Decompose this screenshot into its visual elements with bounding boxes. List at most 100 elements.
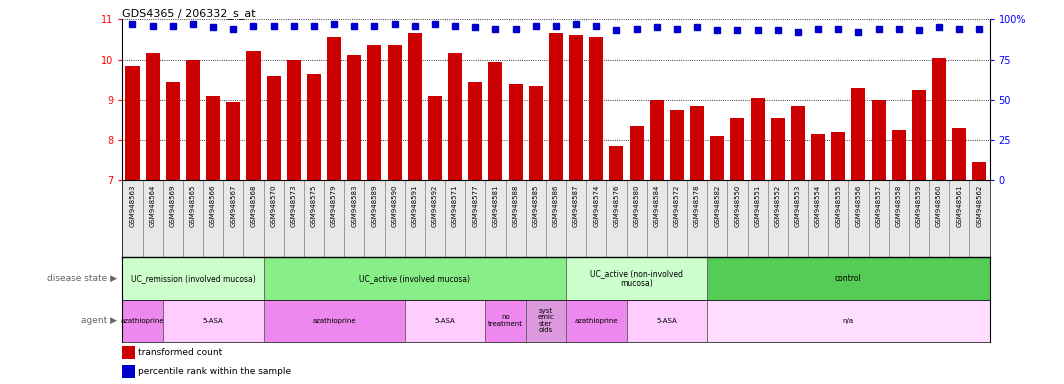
Text: UC_remission (involved mucosa): UC_remission (involved mucosa) (131, 274, 255, 283)
Text: GSM948583: GSM948583 (351, 184, 358, 227)
Bar (126, 66, 139, 180)
Bar (606, 180, 627, 257)
Bar (408, 33, 421, 180)
Text: GSM948553: GSM948553 (795, 184, 801, 227)
Text: GSM948578: GSM948578 (694, 184, 700, 227)
Bar (529, 86, 543, 180)
Text: GSM948565: GSM948565 (190, 184, 196, 227)
Text: GSM948592: GSM948592 (432, 184, 438, 227)
Bar (932, 58, 946, 180)
Bar (425, 180, 445, 257)
Bar (728, 180, 748, 257)
Bar (750, 98, 765, 180)
Bar (687, 180, 708, 257)
Bar (122, 257, 264, 300)
Bar (952, 128, 966, 180)
Bar (244, 180, 264, 257)
Text: no
treatment: no treatment (488, 314, 523, 327)
Bar (730, 118, 745, 180)
Text: GSM948580: GSM948580 (633, 184, 639, 227)
Text: GSM948585: GSM948585 (533, 184, 538, 227)
Bar (465, 180, 485, 257)
Bar (505, 180, 526, 257)
Bar (304, 180, 325, 257)
Bar (384, 180, 404, 257)
Bar (448, 53, 462, 180)
Bar (445, 180, 465, 257)
Bar (344, 180, 364, 257)
Text: GSM948573: GSM948573 (290, 184, 297, 227)
Text: GSM948586: GSM948586 (553, 184, 559, 227)
Bar (848, 180, 868, 257)
Bar (428, 96, 442, 180)
Text: 5-ASA: 5-ASA (435, 318, 455, 324)
Text: GSM948589: GSM948589 (371, 184, 378, 227)
Bar (549, 33, 563, 180)
Bar (143, 180, 163, 257)
Text: GSM948556: GSM948556 (855, 184, 862, 227)
Text: GSM948566: GSM948566 (210, 184, 216, 227)
Text: GSM948561: GSM948561 (957, 184, 962, 227)
Bar (203, 180, 223, 257)
Bar (546, 180, 566, 257)
Bar (566, 300, 627, 342)
Bar (667, 180, 687, 257)
Bar (770, 118, 785, 180)
Bar (630, 126, 644, 180)
Bar (708, 180, 728, 257)
Text: GSM948579: GSM948579 (331, 184, 337, 227)
Bar (909, 180, 929, 257)
Bar (347, 56, 362, 180)
Bar (122, 300, 163, 342)
Bar (627, 180, 647, 257)
Bar (468, 82, 482, 180)
Bar (708, 257, 990, 300)
Text: azathioprine: azathioprine (313, 318, 356, 324)
Bar (912, 90, 926, 180)
Bar (566, 257, 708, 300)
Text: 5-ASA: 5-ASA (656, 318, 677, 324)
Bar (404, 300, 485, 342)
Text: n/a: n/a (843, 318, 854, 324)
Bar (768, 180, 787, 257)
Bar (284, 180, 304, 257)
Bar (327, 37, 342, 180)
Text: GSM948571: GSM948571 (452, 184, 459, 227)
Bar (122, 180, 143, 257)
Bar (892, 130, 905, 180)
Text: GDS4365 / 206332_s_at: GDS4365 / 206332_s_at (122, 8, 256, 19)
Bar (488, 61, 502, 180)
Bar (526, 180, 546, 257)
Bar (691, 106, 704, 180)
Bar (871, 100, 885, 180)
Bar (589, 37, 603, 180)
Text: GSM948552: GSM948552 (775, 184, 781, 227)
Text: GSM948584: GSM948584 (653, 184, 660, 227)
Text: GSM948564: GSM948564 (150, 184, 155, 227)
Bar (166, 82, 180, 180)
Text: UC_active (involved mucosa): UC_active (involved mucosa) (360, 274, 470, 283)
Bar (264, 257, 566, 300)
Bar (787, 180, 808, 257)
Bar (569, 35, 583, 180)
Bar (264, 300, 404, 342)
Bar (325, 180, 344, 257)
Bar (708, 300, 990, 342)
Text: GSM948582: GSM948582 (714, 184, 720, 227)
Text: azathioprine: azathioprine (575, 318, 618, 324)
Bar (146, 53, 160, 180)
Bar (888, 180, 909, 257)
Text: GSM948575: GSM948575 (311, 184, 317, 227)
Bar (163, 300, 264, 342)
Text: GSM948572: GSM948572 (674, 184, 680, 227)
Bar (586, 180, 606, 257)
Bar (387, 45, 402, 180)
Bar (949, 180, 969, 257)
Bar (710, 136, 725, 180)
Text: GSM948581: GSM948581 (493, 184, 498, 227)
Text: UC_active (non-involved
mucosa): UC_active (non-involved mucosa) (591, 269, 683, 288)
Text: disease state ▶: disease state ▶ (47, 274, 117, 283)
Text: GSM948554: GSM948554 (815, 184, 821, 227)
Bar (247, 51, 261, 180)
Text: GSM948562: GSM948562 (977, 184, 982, 227)
